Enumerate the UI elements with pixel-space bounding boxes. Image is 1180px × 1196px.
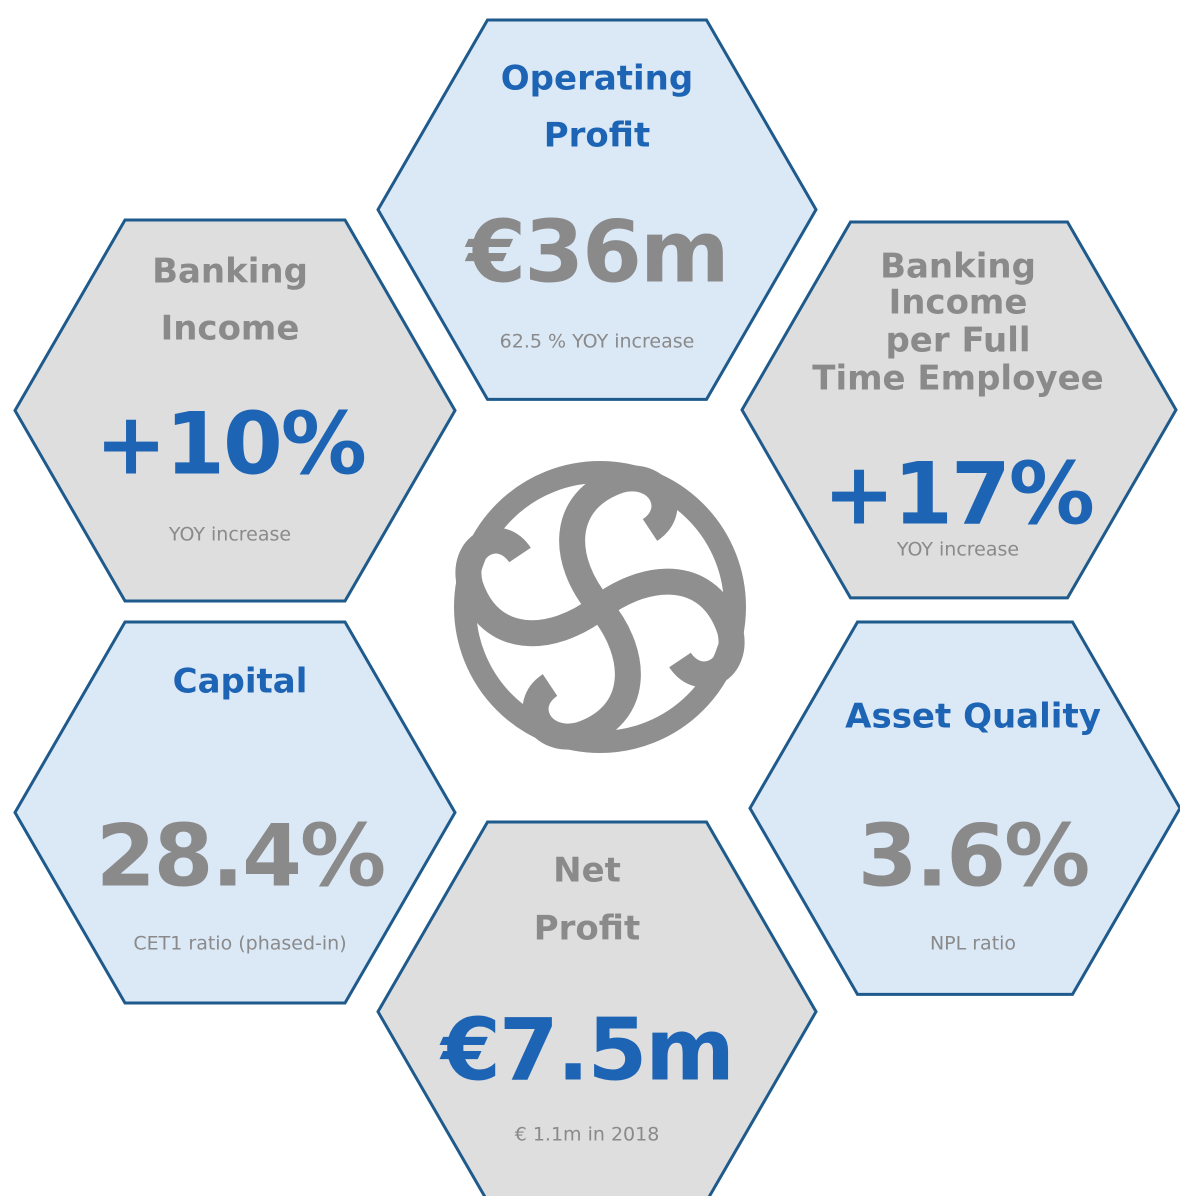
tile-title: Profit — [534, 909, 641, 949]
tile-value: +10% — [95, 394, 365, 494]
hexagon — [376, 18, 818, 401]
tile-caption: € 1.1m in 2018 — [515, 1124, 660, 1146]
tile: Operating Profit €36m 62.5 % YOY increase — [376, 18, 818, 401]
tile-title: Banking — [880, 247, 1036, 287]
tile: Net Profit €7.5m € 1.1m in 2018 — [376, 820, 818, 1196]
logo — [454, 461, 746, 753]
tile-value: +17% — [823, 444, 1093, 544]
tile-caption: YOY increase — [896, 539, 1019, 561]
tile-title: Capital — [173, 662, 308, 702]
tile: Banking Income +10% YOY increase — [13, 218, 457, 603]
tile-title: Net — [553, 851, 621, 891]
hexagon — [376, 820, 818, 1196]
tile: Asset Quality 3.6% NPL ratio — [748, 620, 1180, 996]
tile: Capital 28.4% CET1 ratio (phased-in) — [13, 620, 457, 1005]
tile-caption: CET1 ratio (phased-in) — [133, 933, 346, 955]
tile-caption: 62.5 % YOY increase — [500, 331, 695, 353]
tiles: Operating Profit €36m 62.5 % YOY increase Ba… — [13, 18, 1180, 1196]
tile-title: Operating — [501, 59, 693, 99]
hexagon — [740, 220, 1178, 600]
hexagon — [13, 218, 457, 603]
tile-title: Income — [161, 309, 300, 349]
tile-title: Income — [889, 283, 1028, 323]
tile-value: 3.6% — [858, 806, 1089, 906]
tile-title: Time Employee — [812, 359, 1103, 399]
tile-title: Banking — [152, 252, 308, 292]
tile-value: 28.4% — [96, 806, 384, 906]
tile-caption: NPL ratio — [930, 933, 1016, 955]
hexagon — [748, 620, 1180, 996]
tile-title: Asset Quality — [845, 697, 1101, 737]
tile-value: €36m — [464, 202, 727, 302]
tile-title: per Full — [885, 321, 1030, 361]
hexagon — [13, 620, 457, 1005]
tile-value: €7.5m — [439, 1000, 733, 1100]
tile-title: Profit — [544, 116, 651, 156]
tile-caption: YOY increase — [168, 524, 291, 546]
